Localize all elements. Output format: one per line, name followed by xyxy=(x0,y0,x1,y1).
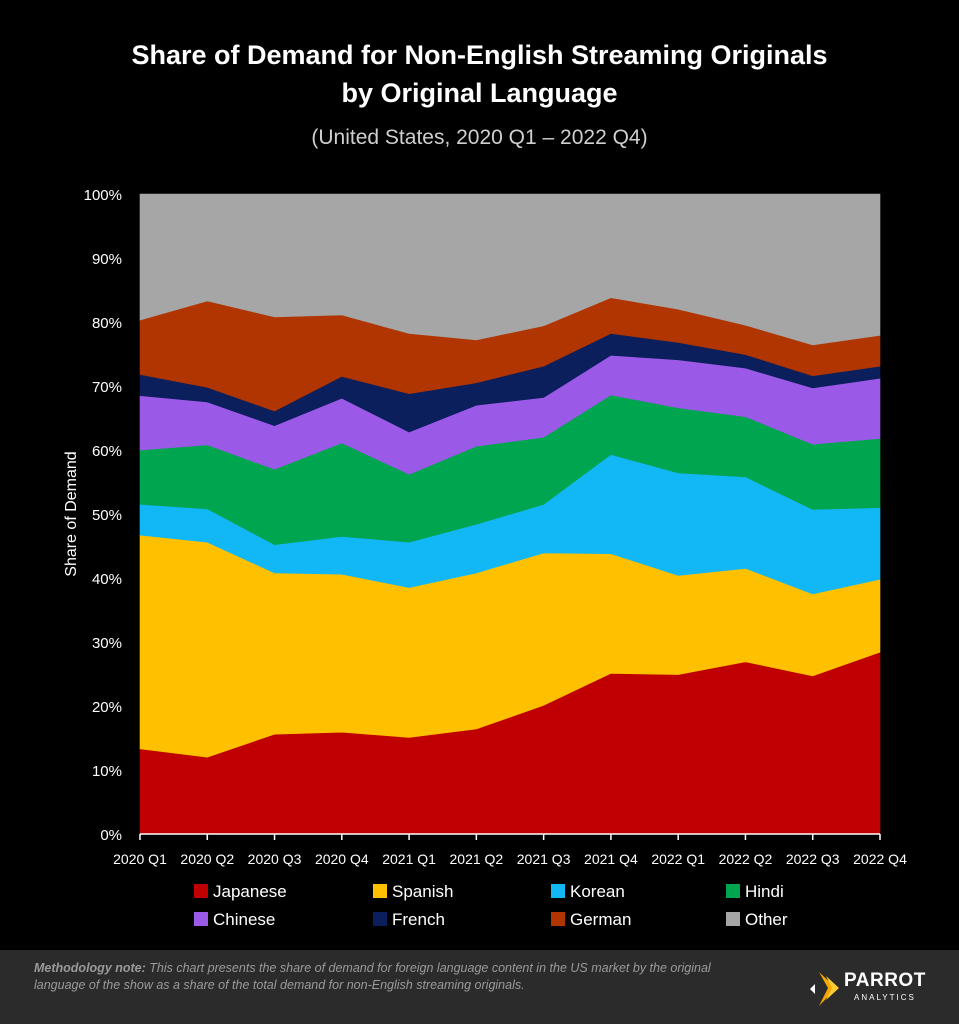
x-tick-label: 2020 Q1 xyxy=(113,851,167,867)
legend: Japanese Spanish Korean Hindi Chinese French G… xyxy=(194,882,788,929)
brand-name: PARROT xyxy=(844,970,926,991)
legend-label-other: Other xyxy=(745,910,788,929)
y-tick-label: 90% xyxy=(92,251,122,268)
stacked-area-chart: 0% 10% 20% 30% 40% 50% 60% 70% 80% 90% 100% 2020 Q… xyxy=(63,187,907,929)
chart-title-line-2: by Original Language xyxy=(341,78,618,108)
area-other xyxy=(139,193,881,346)
y-axis: 0% 10% 20% 30% 40% 50% 60% 70% 80% 90% 100% xyxy=(84,187,122,844)
y-tick-label: 100% xyxy=(84,187,122,204)
legend-label-german: German xyxy=(570,910,631,929)
y-tick-label: 30% xyxy=(92,635,122,652)
y-tick-label: 0% xyxy=(100,827,122,844)
legend-label-korean: Korean xyxy=(570,882,625,901)
chart-title: Share of Demand for Non-English Streamin… xyxy=(0,36,959,112)
legend-swatch-korean xyxy=(551,884,565,898)
parrot-analytics-logo: PARROT ANALYTICS xyxy=(806,966,946,1010)
legend-swatch-japanese xyxy=(194,884,208,898)
y-tick-label: 40% xyxy=(92,571,122,588)
x-tick-label: 2020 Q4 xyxy=(315,851,369,867)
y-axis-label: Share of Demand xyxy=(63,451,80,576)
y-tick-label: 70% xyxy=(92,379,122,396)
y-tick-label: 20% xyxy=(92,699,122,716)
methodology-note: Methodology note: This chart presents th… xyxy=(34,960,734,994)
area-series-group xyxy=(139,193,881,835)
legend-label-spanish: Spanish xyxy=(392,882,453,901)
legend-label-chinese: Chinese xyxy=(213,910,275,929)
x-tick-label: 2021 Q1 xyxy=(382,851,436,867)
legend-swatch-german xyxy=(551,912,565,926)
x-tick-label: 2021 Q2 xyxy=(450,851,504,867)
x-tick-label: 2021 Q4 xyxy=(584,851,638,867)
x-tick-label: 2022 Q1 xyxy=(651,851,705,867)
y-tick-label: 80% xyxy=(92,315,122,332)
x-axis: 2020 Q1 2020 Q2 2020 Q3 2020 Q4 2021 Q1 2021 … xyxy=(113,833,907,867)
x-tick-label: 2022 Q4 xyxy=(853,851,907,867)
legend-swatch-spanish xyxy=(373,884,387,898)
methodology-note-label: Methodology note: xyxy=(34,961,146,975)
methodology-note-text: This chart presents the share of demand … xyxy=(34,961,711,992)
x-tick-label: 2020 Q2 xyxy=(180,851,234,867)
x-tick-label: 2022 Q3 xyxy=(786,851,840,867)
legend-label-french: French xyxy=(392,910,445,929)
legend-swatch-hindi xyxy=(726,884,740,898)
parrot-logo-icon xyxy=(810,972,839,1006)
y-tick-label: 10% xyxy=(92,763,122,780)
legend-swatch-other xyxy=(726,912,740,926)
legend-label-japanese: Japanese xyxy=(213,882,287,901)
legend-swatch-chinese xyxy=(194,912,208,926)
chart-title-line-1: Share of Demand for Non-English Streamin… xyxy=(131,40,828,70)
brand-subtitle: ANALYTICS xyxy=(854,993,916,1002)
footer: Methodology note: This chart presents th… xyxy=(0,950,959,1024)
legend-swatch-french xyxy=(373,912,387,926)
x-tick-label: 2022 Q2 xyxy=(719,851,773,867)
legend-label-hindi: Hindi xyxy=(745,882,784,901)
chart-subtitle: (United States, 2020 Q1 – 2022 Q4) xyxy=(311,126,648,149)
x-tick-label: 2021 Q3 xyxy=(517,851,571,867)
y-tick-label: 50% xyxy=(92,507,122,524)
x-tick-label: 2020 Q3 xyxy=(248,851,302,867)
y-tick-label: 60% xyxy=(92,443,122,460)
